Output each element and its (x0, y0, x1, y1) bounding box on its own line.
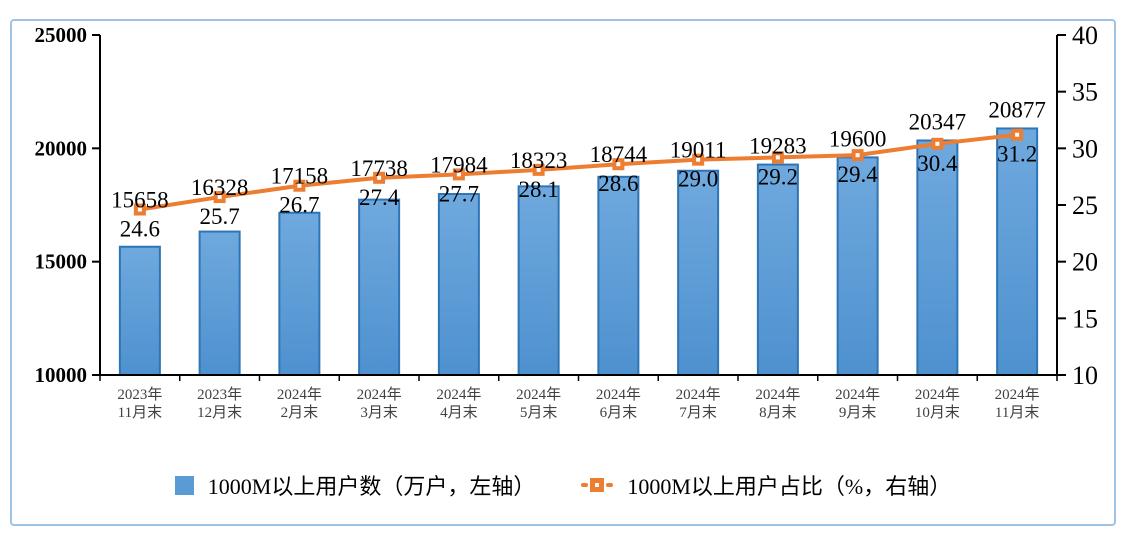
category-label-2: 2024年 2月末 (277, 386, 322, 421)
line-percent-label-6: 28.6 (598, 171, 638, 196)
bar-3 (358, 198, 401, 376)
category-label-1: 2023年 12月末 (197, 386, 242, 421)
line-percent-label-11: 31.2 (997, 142, 1037, 167)
right-axis-tick-label: 15 (1072, 304, 1098, 333)
bar-value-label-1: 16328 (191, 175, 249, 200)
bar-1 (198, 230, 241, 376)
bar-value-label-11: 20877 (988, 97, 1046, 122)
category-label-4: 2024年 4月末 (436, 386, 481, 421)
right-axis-tick-label: 25 (1072, 191, 1098, 220)
bar-4 (437, 193, 480, 376)
category-label-5: 2024年 5月末 (516, 386, 561, 421)
chart-legend: 1000M以上用户数（万户，左轴） 1000M以上用户占比（%，右轴） (12, 463, 1114, 507)
right-axis-tick-label: 10 (1072, 361, 1098, 390)
combo-chart-plot: 10000 15000 20000 25000 10 15 20 25 30 35 40 2023年 1… (35, 21, 1099, 421)
line-marker-center-5 (536, 167, 541, 172)
line-percent-label-8: 29.2 (758, 164, 798, 189)
bar-value-label-2: 17158 (271, 164, 329, 189)
line-marker-center-4 (456, 172, 461, 177)
left-axis-tick-label: 15000 (35, 250, 88, 274)
category-label-6: 2024年 6月末 (596, 386, 641, 421)
category-label-3: 2024年 3月末 (357, 386, 402, 421)
category-label-10: 2024年 10月末 (915, 386, 960, 421)
bar-series-swatch-icon (174, 475, 194, 495)
line-percent-label-9: 29.4 (838, 162, 879, 187)
bar-value-label-0: 15658 (111, 188, 169, 213)
line-marker-center-1 (217, 195, 222, 200)
right-axis-tick-label: 40 (1072, 21, 1098, 50)
bar-value-label-10: 20347 (909, 109, 967, 134)
line-marker-center-6 (616, 162, 621, 167)
chart-frame: 10000 15000 20000 25000 10 15 20 25 30 35 40 2023年 1… (10, 19, 1116, 526)
line-marker-center-8 (775, 155, 780, 160)
line-percent-label-5: 28.1 (519, 177, 559, 202)
bar-value-label-5: 18323 (510, 148, 568, 173)
left-axis-tick-label: 25000 (35, 23, 88, 47)
bar-value-label-9: 19600 (829, 126, 887, 151)
right-axis-tick-label: 30 (1072, 134, 1098, 163)
bar-value-label-8: 19283 (749, 134, 807, 159)
category-label-9: 2024年 9月末 (835, 386, 880, 421)
line-percent-label-7: 29.0 (678, 167, 718, 192)
legend-label-bar-series: 1000M以上用户数（万户，左轴） (207, 474, 536, 499)
bar-7 (677, 169, 720, 376)
bar-10 (916, 139, 959, 376)
category-label-11: 2024年 11月末 (995, 386, 1040, 421)
line-series-marker-icon (581, 478, 614, 492)
category-label-7: 2024年 7月末 (676, 386, 721, 421)
line-series (139, 132, 1018, 212)
line-percent-label-0: 24.6 (120, 217, 160, 242)
category-label-0: 2023年 11月末 (117, 386, 162, 421)
right-axis-tick-label: 20 (1072, 248, 1098, 277)
bar-value-label-6: 18744 (590, 142, 648, 167)
line-marker-center-7 (696, 157, 701, 162)
left-axis-tick-label: 20000 (35, 136, 88, 160)
line-percent-label-1: 25.7 (200, 204, 240, 229)
line-marker-center-11 (1015, 132, 1020, 137)
legend-item-line-series: 1000M以上用户占比（%，右轴） (581, 469, 951, 501)
line-marker-center-2 (297, 183, 302, 188)
bar-8 (756, 163, 799, 376)
line-marker-center-3 (377, 175, 382, 180)
right-axis-tick-label: 35 (1072, 78, 1098, 107)
bar-11 (996, 127, 1039, 376)
legend-item-bar-series: 1000M以上用户数（万户，左轴） (174, 469, 536, 501)
legend-label-line-series: 1000M以上用户占比（%，右轴） (627, 474, 952, 499)
line-percent-label-10: 30.4 (917, 151, 958, 176)
category-label-8: 2024年 8月末 (755, 386, 800, 421)
line-marker-center-0 (137, 207, 142, 212)
bar-0 (118, 245, 161, 376)
bar-5 (517, 185, 560, 376)
line-percent-label-3: 27.4 (359, 185, 400, 210)
line-marker-center-10 (935, 141, 940, 146)
bar-value-label-3: 17738 (350, 156, 408, 181)
bar-6 (597, 175, 640, 376)
line-marker-center-9 (855, 153, 860, 158)
line-percent-label-2: 26.7 (279, 193, 319, 218)
bar-9 (836, 156, 879, 376)
bar-2 (278, 211, 321, 376)
bar-value-label-4: 17984 (430, 152, 488, 177)
left-axis-tick-label: 10000 (35, 363, 88, 387)
line-percent-label-4: 27.7 (439, 181, 479, 206)
bar-value-label-7: 19011 (670, 138, 727, 163)
